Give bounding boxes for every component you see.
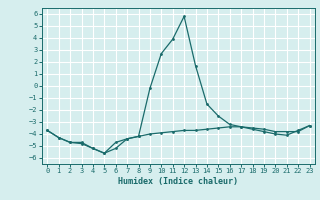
X-axis label: Humidex (Indice chaleur): Humidex (Indice chaleur) <box>118 177 238 186</box>
